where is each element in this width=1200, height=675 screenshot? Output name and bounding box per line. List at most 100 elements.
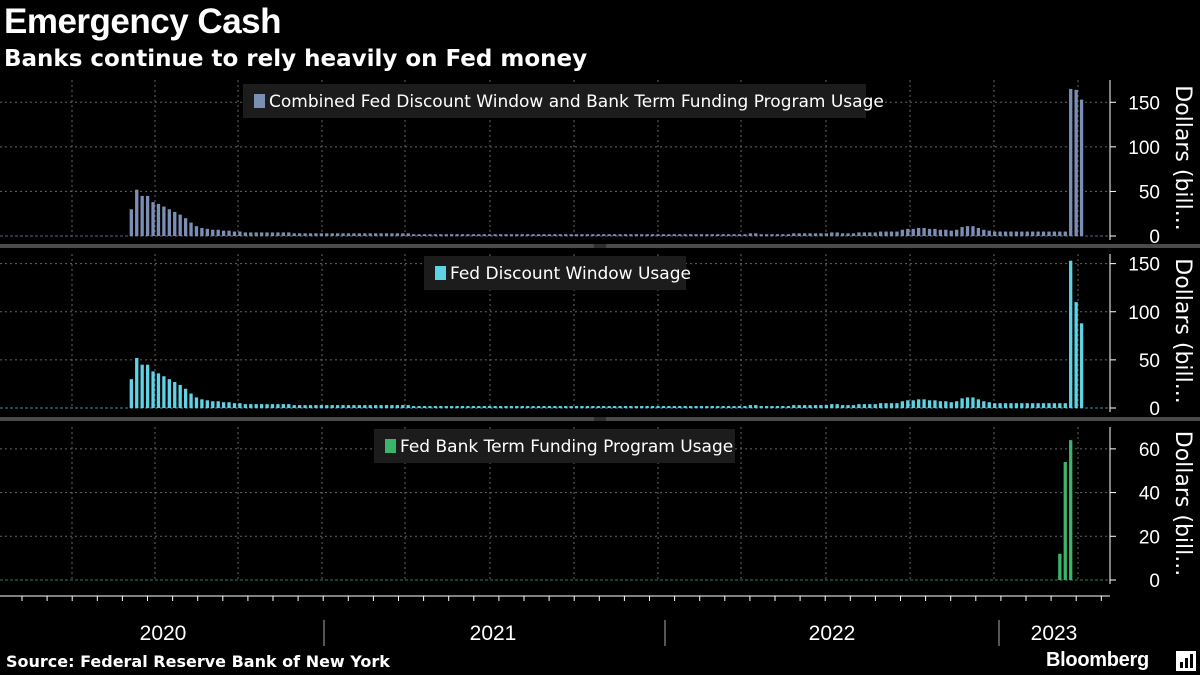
bar [1041,231,1046,236]
bar [417,234,421,236]
bar [249,232,253,236]
bar [623,406,628,408]
bar [618,234,622,236]
y-axis-title: Dollars (bill... [1170,258,1195,403]
bar [520,234,524,236]
bar [873,404,877,408]
bar [243,404,247,408]
bar [129,379,133,408]
bar [688,234,693,236]
bar [732,406,736,408]
bar [493,234,497,236]
bar [602,406,606,408]
bar [748,233,752,236]
bar [319,405,324,408]
legend-swatch [254,94,265,108]
bar [488,234,492,236]
bar [211,229,215,236]
bar [471,406,476,408]
bar [412,406,416,408]
bar [303,233,307,236]
bar [895,231,899,236]
bar [259,232,264,236]
bar [819,405,823,408]
bar [547,406,552,408]
bar [1036,231,1040,236]
bar [140,195,144,236]
bar [726,406,731,408]
bar [748,405,752,408]
bar [542,234,546,236]
bar [336,405,340,408]
bar [455,406,459,408]
bar [927,228,932,236]
bar [922,227,926,236]
bar [862,404,867,408]
bar [477,234,481,236]
bar [183,218,188,236]
bar [813,233,818,236]
bar [384,405,389,408]
bar [721,406,725,408]
bar [1079,323,1084,408]
bar [786,234,790,236]
bar [591,406,595,408]
bar [232,403,237,408]
bar [716,406,720,408]
bar [379,233,383,236]
bar [493,406,497,408]
bar [971,397,975,408]
bar [276,404,280,408]
bar [216,229,220,236]
bar [433,406,438,408]
bar [542,406,546,408]
bar [661,234,666,236]
bar [895,403,899,408]
bar [341,405,345,408]
bar [802,233,807,236]
bar [460,234,465,236]
bar [732,234,736,236]
y-axis-title: Dollars (bill... [1170,85,1195,230]
bar [401,405,405,408]
bar [189,393,193,408]
bar [743,406,747,408]
bar [270,404,275,408]
bar [270,232,275,236]
bar [509,406,514,408]
bar [276,232,280,236]
y-tick-label: 150 [1128,93,1160,114]
bar [884,403,888,408]
bar [813,405,818,408]
bar [330,405,334,408]
bar [1052,231,1057,236]
x-axis: 2020 2021 2022 2023 [0,595,1110,646]
bar [580,406,584,408]
y-tick-label: 20 [1139,527,1160,548]
bar [433,234,438,236]
bar [900,229,905,236]
bar [906,400,910,408]
bar [422,234,427,236]
x-tick-label: 2022 [809,622,856,645]
bar [585,406,590,408]
bar [536,406,541,408]
bar [156,203,161,236]
bar [737,406,742,408]
bar [569,234,573,236]
bar [374,405,378,408]
bar [151,371,155,408]
bar [444,406,448,408]
bar [857,232,861,236]
bar [965,226,970,236]
bar [889,231,894,236]
bar [135,189,139,236]
bar [254,404,258,408]
bar [259,404,264,408]
bar [759,234,763,236]
bar [667,406,671,408]
bar [840,233,845,236]
bar [775,406,780,408]
y-tick-label: 100 [1128,138,1160,159]
bar [754,233,758,236]
